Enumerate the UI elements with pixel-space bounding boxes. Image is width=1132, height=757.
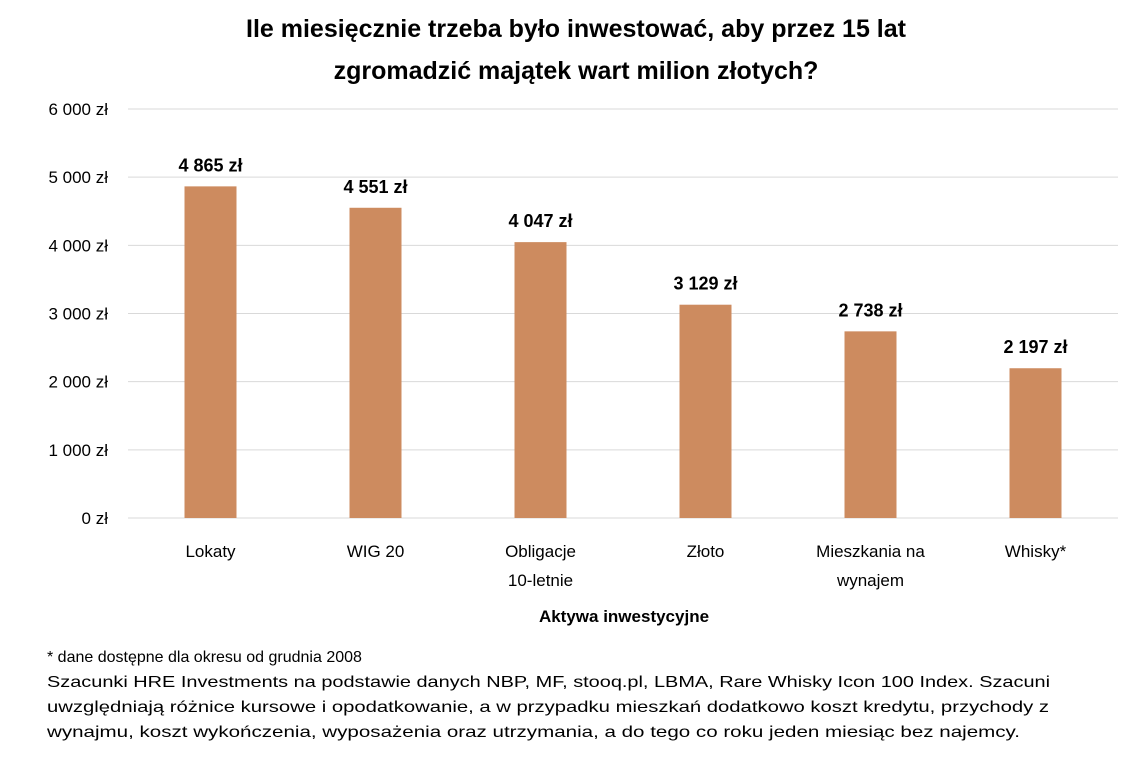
category-label: Mieszkania na [816,542,925,561]
data-label: 4 865 zł [178,155,242,175]
bar [679,304,732,518]
bar [349,207,402,518]
category-label: wynajem [836,571,904,590]
chart-title-line-1: Ile miesięcznie trzeba było inwestować, … [246,15,907,43]
y-tick-label: 5 000 zł [48,168,108,187]
category-label: Whisky* [1005,542,1067,561]
data-label: 4 047 zł [508,211,572,231]
chart-title-line-2: zgromadzić majątek wart milion złotych? [334,57,819,85]
bar [184,186,237,518]
y-axis-ticks: 0 zł 1 000 zł 2 000 zł 3 000 zł 4 000 zł 5 00… [48,100,108,528]
bar [1009,368,1062,518]
bars: 4 865 zł 4 551 zł 4 047 zł 3 129 zł 2 738 zł… [178,155,1068,518]
x-axis-categories: Lokaty WIG 20 Obligacje 10-letnie Złoto Miesz… [185,542,1066,590]
category-label: Lokaty [185,542,236,561]
data-label: 3 129 zł [673,274,737,294]
gridlines [128,108,1118,519]
category-label: Złoto [687,542,725,561]
y-tick-label: 3 000 zł [48,305,108,324]
data-label: 2 197 zł [1003,337,1067,357]
footnote-line-3: uwzględniają różnice kursowe i opodatkow… [47,699,1049,716]
data-label: 2 738 zł [838,300,902,320]
category-label: WIG 20 [347,542,405,561]
footnote-line-2: Szacunki HRE Investments na podstawie da… [47,674,1050,691]
y-tick-label: 4 000 zł [48,236,108,255]
category-label: Obligacje [505,542,576,561]
category-label: 10-letnie [508,571,573,590]
bar [514,242,567,518]
y-tick-label: 2 000 zł [48,373,108,392]
data-label: 4 551 zł [343,177,407,197]
footnote-line-4: wynajmu, koszt wykończenia, wyposażenia … [46,724,1020,741]
y-tick-label: 1 000 zł [48,441,108,460]
x-axis-label: Aktywa inwestycyjne [539,607,709,626]
bar [844,331,897,518]
y-tick-label: 6 000 zł [48,100,108,119]
footnote-line-1: * dane dostępne dla okresu od grudnia 20… [47,649,362,666]
y-tick-label: 0 zł [82,509,109,528]
